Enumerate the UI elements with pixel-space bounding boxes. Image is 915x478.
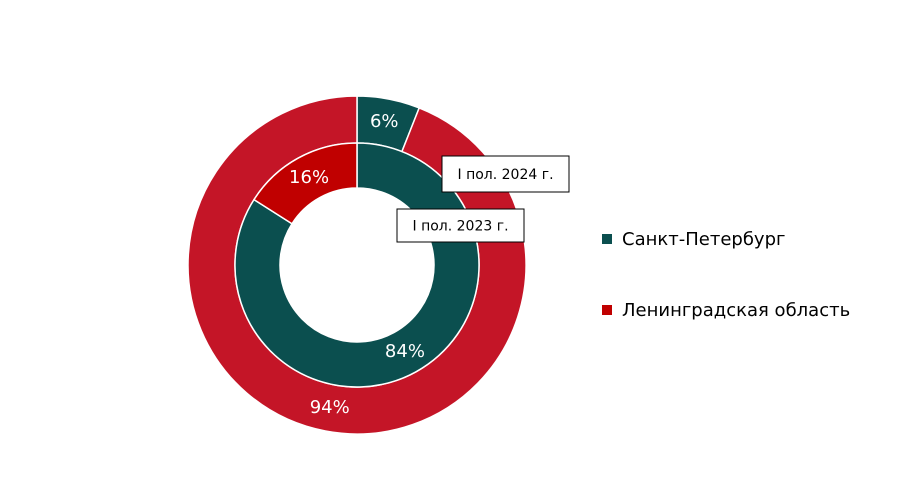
legend-swatch	[602, 305, 612, 315]
ring-callout: I пол. 2023 г.	[412, 219, 508, 235]
legend-label: Санкт-Петербург	[622, 229, 785, 250]
donut-segment	[234, 142, 480, 388]
legend-label: Ленинградская область	[622, 300, 850, 321]
data-label: 84%	[385, 341, 425, 362]
legend-swatch	[602, 234, 612, 244]
data-label: 94%	[310, 397, 350, 418]
ring-callout-box	[441, 155, 570, 193]
data-label: 16%	[289, 167, 329, 188]
data-label: 6%	[370, 111, 399, 132]
ring-callout: I пол. 2024 г.	[457, 167, 553, 183]
donut-segment	[252, 142, 358, 225]
ring-callout-box	[396, 208, 525, 243]
